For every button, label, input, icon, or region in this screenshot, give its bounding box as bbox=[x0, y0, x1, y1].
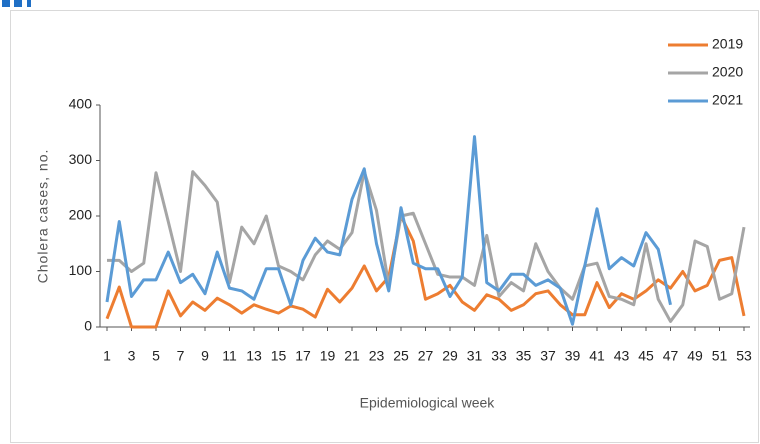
chart-border bbox=[10, 10, 759, 443]
x-tick-label: 35 bbox=[516, 348, 532, 364]
x-tick-label: 25 bbox=[393, 348, 409, 364]
x-tick-label: 5 bbox=[152, 348, 160, 364]
x-tick-label: 9 bbox=[201, 348, 209, 364]
y-tick-label: 400 bbox=[69, 96, 93, 112]
legend-label: 2020 bbox=[712, 64, 743, 80]
x-tick-label: 19 bbox=[320, 348, 336, 364]
x-tick-label: 45 bbox=[638, 348, 654, 364]
x-tick-label: 27 bbox=[418, 348, 434, 364]
x-axis-title: Epidemiological week bbox=[360, 395, 496, 411]
y-tick-label: 100 bbox=[69, 262, 93, 278]
x-tick-label: 43 bbox=[614, 348, 630, 364]
series-line bbox=[105, 214, 746, 329]
x-tick-label: 31 bbox=[467, 348, 483, 364]
y-tick-label: 300 bbox=[69, 151, 93, 167]
x-tick-label: 1 bbox=[103, 348, 111, 364]
x-tick-label: 29 bbox=[442, 348, 458, 364]
x-tick-label: 47 bbox=[663, 348, 679, 364]
y-tick-label: 200 bbox=[69, 207, 93, 223]
legend-label: 2021 bbox=[712, 92, 743, 108]
logo-block bbox=[14, 0, 22, 7]
x-tick-label: 23 bbox=[369, 348, 385, 364]
series-line bbox=[107, 170, 746, 323]
x-tick-label: 11 bbox=[222, 348, 237, 364]
legend-label: 2019 bbox=[712, 36, 743, 52]
x-tick-label: 21 bbox=[344, 348, 360, 364]
x-tick-label: 33 bbox=[491, 348, 507, 364]
x-tick-label: 15 bbox=[271, 348, 287, 364]
x-tick-label: 13 bbox=[246, 348, 262, 364]
x-tick-label: 37 bbox=[540, 348, 556, 364]
x-tick-label: 3 bbox=[128, 348, 136, 364]
logo-block bbox=[27, 0, 31, 7]
x-tick-label: 17 bbox=[295, 348, 311, 364]
x-tick-label: 51 bbox=[712, 348, 728, 364]
x-tick-label: 7 bbox=[177, 348, 185, 364]
series-line bbox=[105, 135, 672, 326]
logo-block bbox=[2, 0, 10, 7]
x-tick-label: 41 bbox=[589, 348, 605, 364]
x-tick-label: 39 bbox=[565, 348, 581, 364]
x-tick-label: 49 bbox=[687, 348, 703, 364]
y-axis-title: Cholera cases, no. bbox=[35, 149, 51, 284]
y-tick-label: 0 bbox=[84, 318, 92, 334]
x-tick-label: 53 bbox=[736, 348, 752, 364]
